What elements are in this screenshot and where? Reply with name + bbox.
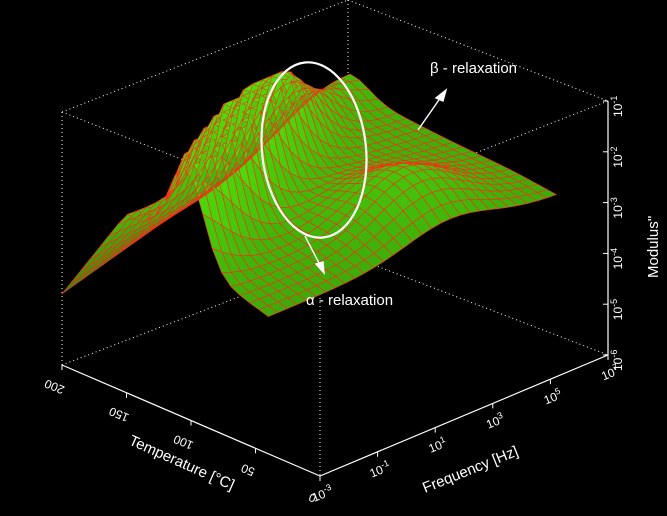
surface-patch (61, 275, 82, 295)
z-axis-title: Modulus'' (645, 215, 662, 278)
x-tick-label: 10-1 (367, 458, 393, 481)
modulus-surface (61, 71, 558, 317)
x-tick-label: 107 (599, 362, 622, 384)
surface-patch (536, 189, 558, 199)
y-tick-label: 100 (171, 432, 195, 453)
z-tick-label: 10-4 (609, 248, 625, 269)
x-tick-label: 105 (541, 386, 564, 408)
y-tick-label: 50 (239, 461, 257, 479)
alpha-relaxation-label: α - relaxation (306, 292, 393, 309)
y-tick-label: 200 (42, 376, 66, 397)
highlight-ellipse (260, 61, 368, 239)
alpha-arrow (304, 235, 325, 276)
z-tick-label: 10-1 (609, 96, 625, 117)
beta-relaxation-label: β - relaxation (430, 60, 517, 77)
x-tick-label: 103 (483, 410, 506, 432)
beta-arrow (417, 88, 448, 131)
z-tick-label: 10-5 (609, 299, 625, 320)
y-tick-label: 150 (107, 404, 131, 425)
z-tick-label: 10-2 (609, 146, 625, 167)
x-tick-label: 101 (426, 434, 449, 456)
y-tick-label: 0 (306, 490, 318, 506)
axis-ticks: 10-3 10-1 101 103 105 107 0 50 100 150 200 10-6 10-5… (42, 96, 625, 506)
z-tick-label: 10-3 (609, 197, 625, 218)
z-tick-label: 10-6 (609, 350, 625, 371)
x-tick-label: 10-3 (309, 482, 335, 505)
